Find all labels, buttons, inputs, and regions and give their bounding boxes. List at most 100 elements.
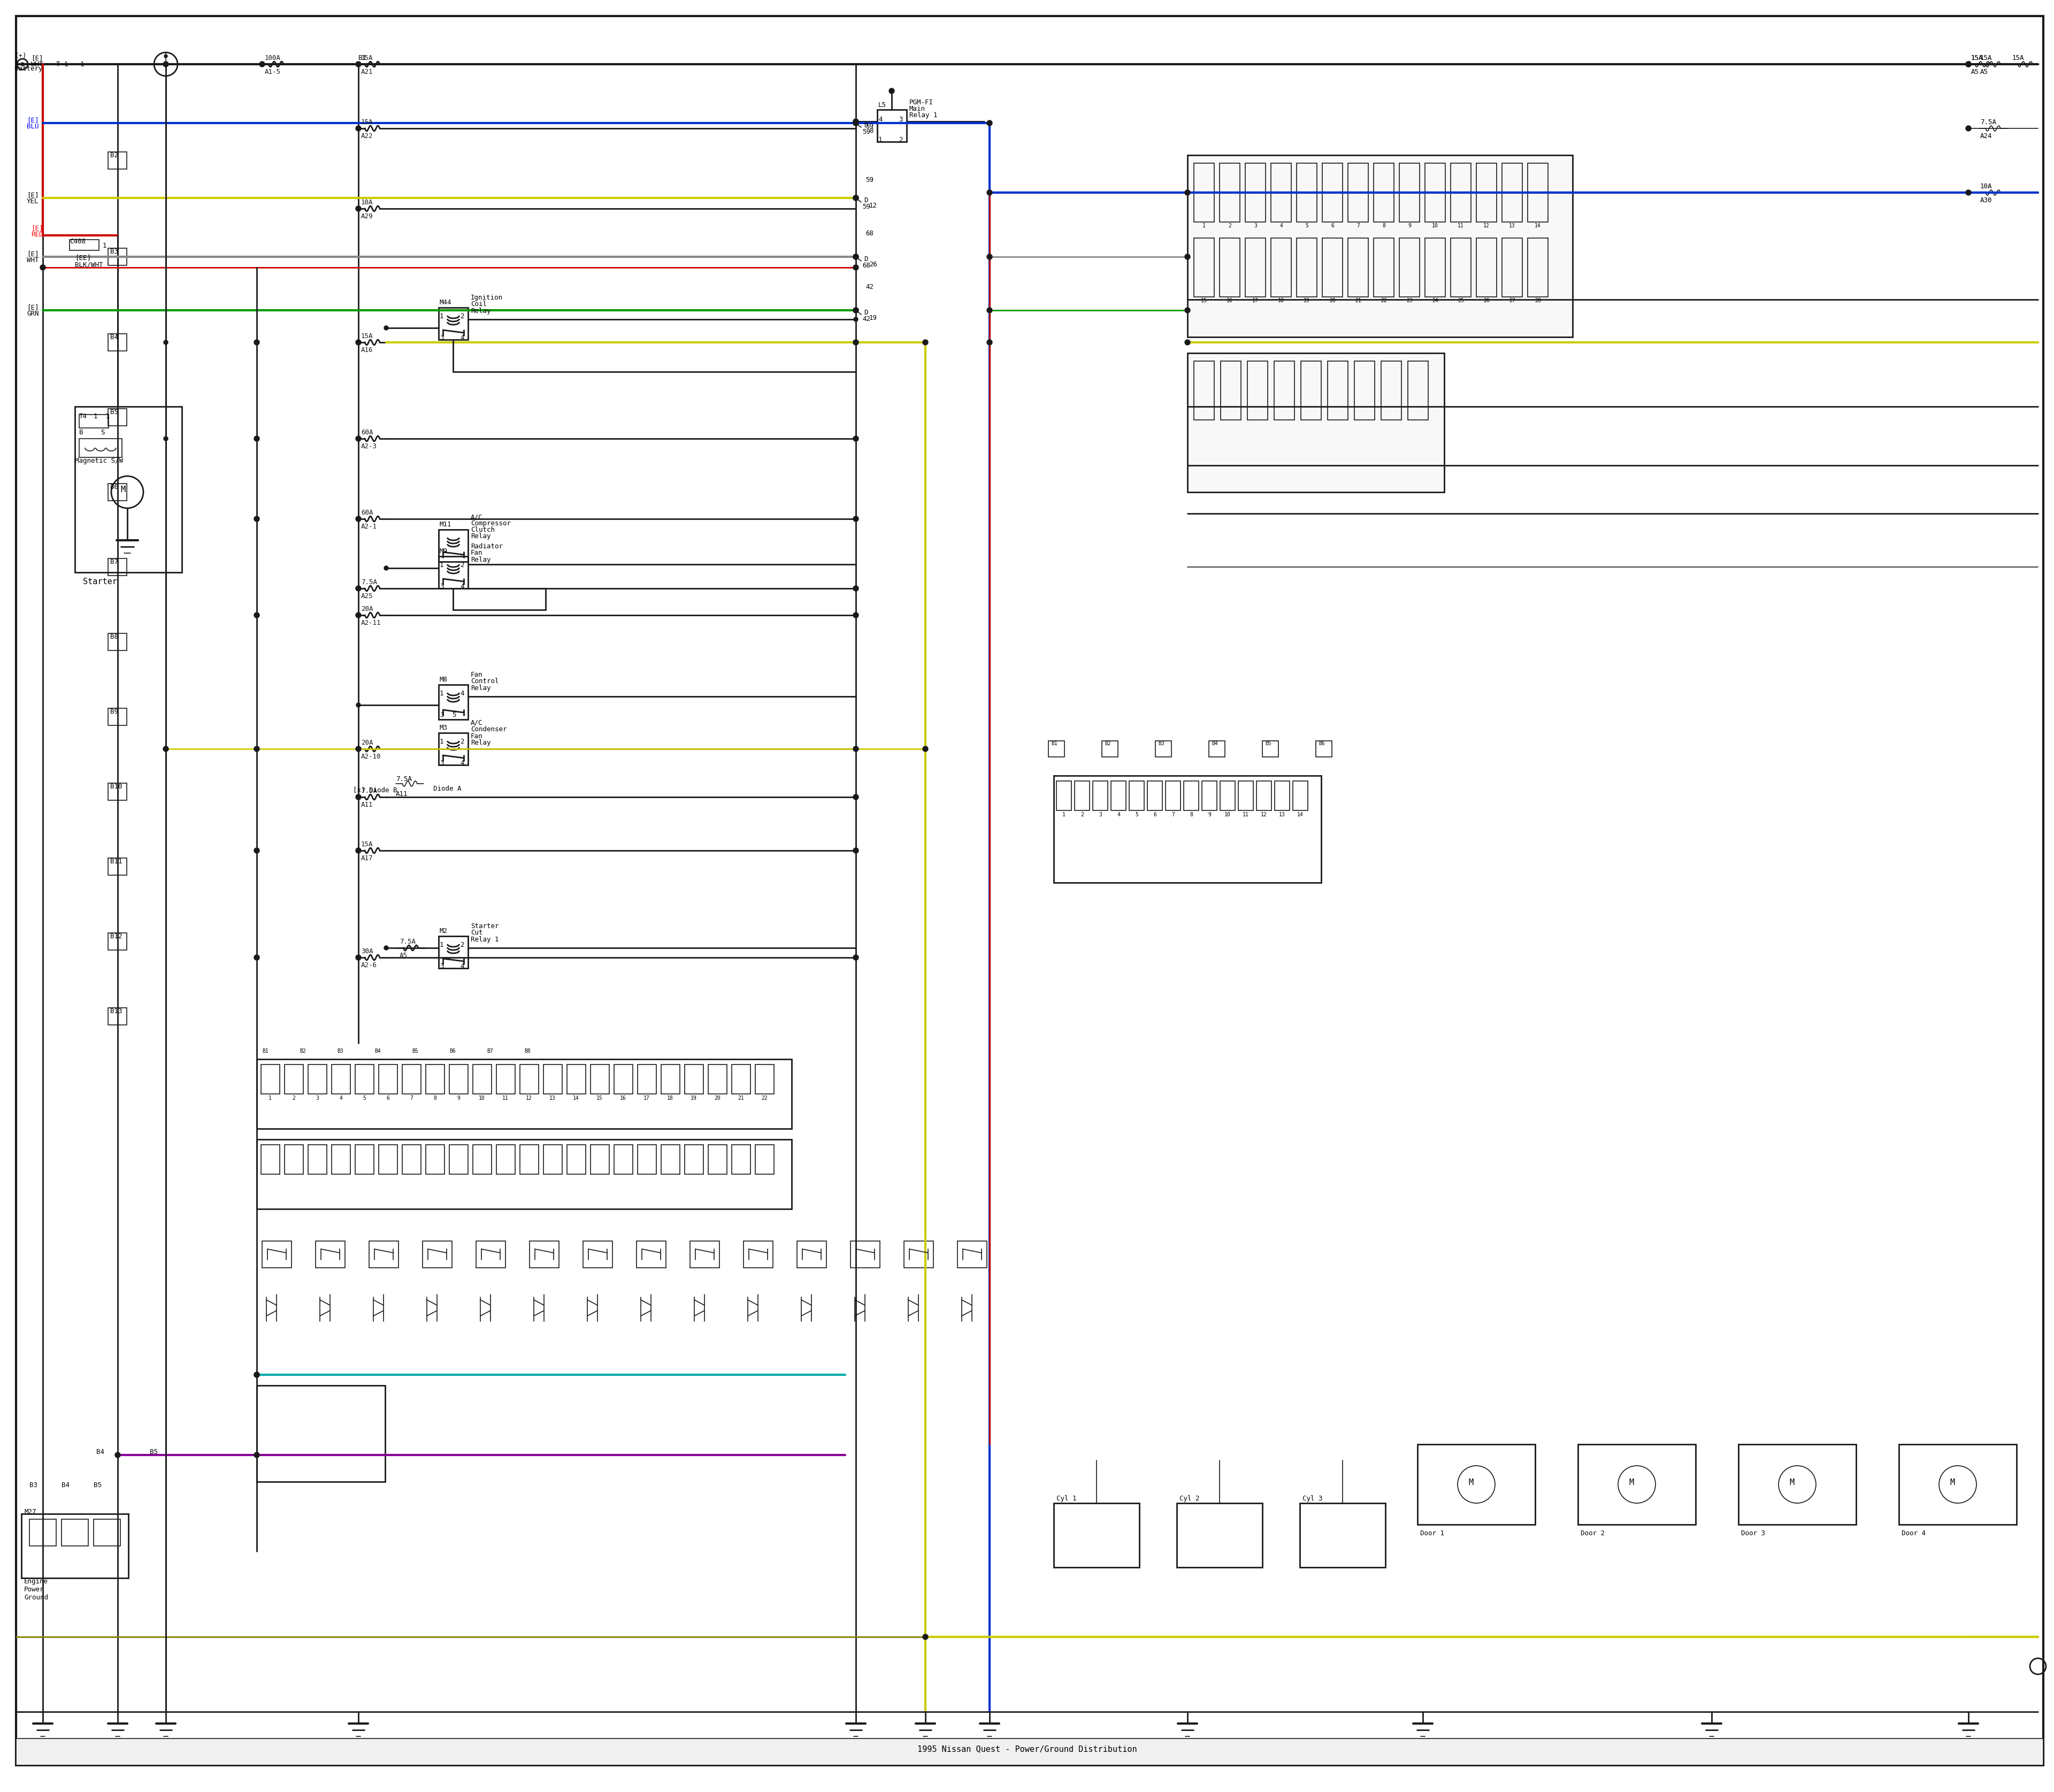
Text: A5: A5 xyxy=(1972,68,1980,75)
Text: Relay: Relay xyxy=(470,532,491,539)
Bar xyxy=(1477,238,1497,297)
Bar xyxy=(378,1145,396,1174)
Text: B5: B5 xyxy=(94,1482,101,1489)
Bar xyxy=(109,484,127,500)
Bar xyxy=(1148,781,1163,810)
Circle shape xyxy=(986,308,992,314)
Text: GRN: GRN xyxy=(27,310,39,317)
Text: 12: 12 xyxy=(869,202,877,210)
Circle shape xyxy=(852,955,859,961)
Text: B12: B12 xyxy=(111,934,123,939)
Text: 2: 2 xyxy=(460,941,464,948)
Bar xyxy=(1296,163,1317,222)
Bar xyxy=(1317,740,1331,756)
Bar xyxy=(16,1738,2044,1765)
Text: 9: 9 xyxy=(456,1095,460,1100)
Text: 15A: 15A xyxy=(362,840,374,848)
Text: A16: A16 xyxy=(362,346,374,353)
Text: 1: 1 xyxy=(440,738,444,745)
Bar xyxy=(1417,1444,1534,1525)
Bar xyxy=(1380,360,1401,419)
Text: B9: B9 xyxy=(111,708,119,715)
Text: A1-5: A1-5 xyxy=(265,68,281,75)
Bar xyxy=(1347,163,1368,222)
Circle shape xyxy=(852,308,859,314)
Text: 60A: 60A xyxy=(362,428,374,435)
Text: 59: 59 xyxy=(863,129,871,136)
Text: 1995 Nissan Quest - Power/Ground Distribution: 1995 Nissan Quest - Power/Ground Distrib… xyxy=(918,1745,1136,1753)
Circle shape xyxy=(852,745,859,751)
Circle shape xyxy=(852,120,859,125)
Circle shape xyxy=(922,340,928,346)
Bar xyxy=(440,308,468,340)
Bar xyxy=(1193,238,1214,297)
Bar xyxy=(1323,163,1343,222)
Text: Door 2: Door 2 xyxy=(1582,1530,1604,1538)
Text: 20: 20 xyxy=(715,1095,721,1100)
Text: 12: 12 xyxy=(1261,812,1267,817)
Text: B4: B4 xyxy=(62,1482,70,1489)
Text: BLK/WHT: BLK/WHT xyxy=(74,262,103,269)
Text: 4: 4 xyxy=(460,962,464,969)
Bar xyxy=(1271,238,1292,297)
Bar xyxy=(1183,781,1200,810)
Text: B5: B5 xyxy=(150,1448,158,1455)
Text: B2: B2 xyxy=(300,1048,306,1054)
Circle shape xyxy=(355,435,362,441)
Bar xyxy=(1271,163,1292,222)
Text: PGM-FI: PGM-FI xyxy=(910,99,933,106)
Text: B4: B4 xyxy=(97,1448,105,1455)
Bar xyxy=(1528,163,1549,222)
Bar xyxy=(62,1520,88,1546)
Text: 1: 1 xyxy=(269,1095,271,1100)
Text: Relay 1: Relay 1 xyxy=(470,935,499,943)
Text: B10: B10 xyxy=(111,783,123,790)
Text: Fan: Fan xyxy=(470,733,483,740)
Text: M: M xyxy=(1949,1478,1955,1487)
Bar xyxy=(1450,163,1471,222)
Text: 5: 5 xyxy=(452,711,456,719)
Text: A24: A24 xyxy=(1980,133,1992,140)
Text: B1: B1 xyxy=(263,1048,269,1054)
Bar xyxy=(637,1242,665,1267)
Text: 8: 8 xyxy=(1189,812,1193,817)
Text: 7.5A: 7.5A xyxy=(362,579,378,586)
Text: 20A: 20A xyxy=(362,606,374,613)
Text: 1: 1 xyxy=(440,561,444,568)
Text: M: M xyxy=(1629,1478,1633,1487)
Text: 5: 5 xyxy=(364,1095,366,1100)
Text: Control: Control xyxy=(470,677,499,685)
Text: 59: 59 xyxy=(865,177,873,183)
Circle shape xyxy=(852,794,859,799)
Circle shape xyxy=(255,1373,259,1378)
Text: B11: B11 xyxy=(111,858,123,866)
Text: A11: A11 xyxy=(362,801,374,808)
Text: 42: 42 xyxy=(863,315,871,323)
Text: 2: 2 xyxy=(1228,222,1230,228)
Circle shape xyxy=(164,340,168,344)
Text: B8: B8 xyxy=(111,633,119,640)
Text: 10: 10 xyxy=(1224,812,1230,817)
Text: B5: B5 xyxy=(1265,740,1271,745)
Bar xyxy=(690,1242,719,1267)
Circle shape xyxy=(355,516,362,521)
Bar xyxy=(614,1145,633,1174)
Bar xyxy=(1528,238,1549,297)
Bar xyxy=(109,333,127,351)
Bar xyxy=(109,858,127,874)
Bar xyxy=(425,1145,444,1174)
Text: 3: 3 xyxy=(440,760,444,767)
Text: 4: 4 xyxy=(460,760,464,767)
Bar xyxy=(378,1064,396,1093)
Circle shape xyxy=(1966,61,1972,66)
Text: [E]: [E] xyxy=(27,192,39,199)
Bar xyxy=(850,1242,879,1267)
Text: 2: 2 xyxy=(1080,812,1085,817)
Text: B5: B5 xyxy=(413,1048,419,1054)
Bar xyxy=(1300,1503,1384,1568)
Bar xyxy=(583,1242,612,1267)
Text: Relay: Relay xyxy=(470,308,491,315)
Text: A2-6: A2-6 xyxy=(362,962,378,969)
Text: 6: 6 xyxy=(1152,812,1156,817)
Text: 26: 26 xyxy=(1483,297,1489,303)
